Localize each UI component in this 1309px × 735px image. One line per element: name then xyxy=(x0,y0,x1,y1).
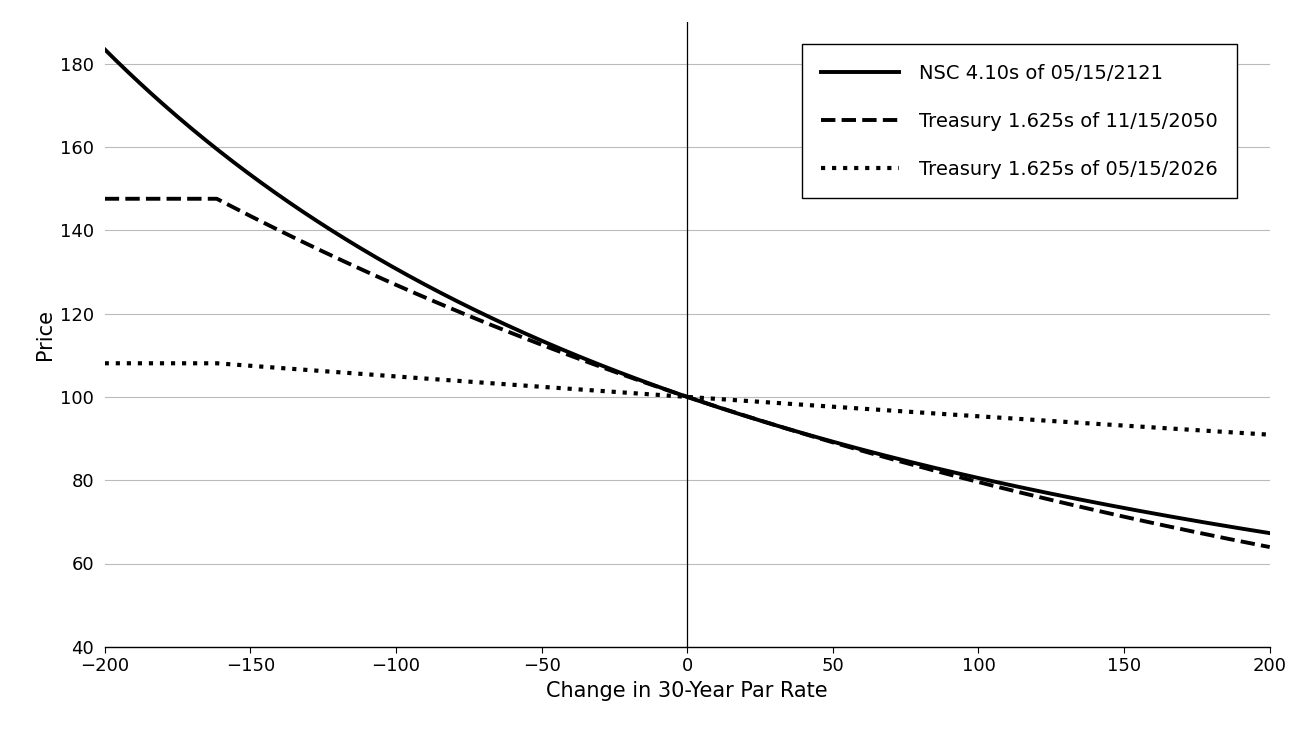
Treasury 1.625s of 11/15/2050 xyxy=(651,383,666,392)
NSC 4.10s of 05/15/2121 xyxy=(97,45,113,54)
Treasury 1.625s of 11/15/2050 xyxy=(1262,542,1278,551)
Treasury 1.625s of 05/15/2026 xyxy=(791,400,806,409)
NSC 4.10s of 05/15/2121 xyxy=(791,428,806,437)
Treasury 1.625s of 05/15/2026 xyxy=(1262,430,1278,439)
Treasury 1.625s of 11/15/2050 xyxy=(657,385,673,394)
NSC 4.10s of 05/15/2121 xyxy=(1262,528,1278,537)
Treasury 1.625s of 11/15/2050 xyxy=(728,408,744,417)
Line: NSC 4.10s of 05/15/2121: NSC 4.10s of 05/15/2121 xyxy=(105,49,1270,533)
X-axis label: Change in 30-Year Par Rate: Change in 30-Year Par Rate xyxy=(546,681,829,700)
NSC 4.10s of 05/15/2121 xyxy=(728,409,744,417)
Treasury 1.625s of 05/15/2026 xyxy=(651,390,666,399)
Treasury 1.625s of 11/15/2050 xyxy=(1234,537,1250,546)
Y-axis label: Price: Price xyxy=(34,309,55,360)
Treasury 1.625s of 05/15/2026 xyxy=(97,359,113,368)
Treasury 1.625s of 05/15/2026 xyxy=(1051,417,1067,426)
Treasury 1.625s of 05/15/2026 xyxy=(1234,429,1250,437)
NSC 4.10s of 05/15/2121 xyxy=(1234,524,1250,533)
NSC 4.10s of 05/15/2121 xyxy=(657,384,673,393)
Legend: NSC 4.10s of 05/15/2121, Treasury 1.625s of 11/15/2050, Treasury 1.625s of 05/15: NSC 4.10s of 05/15/2121, Treasury 1.625s… xyxy=(802,44,1237,198)
Treasury 1.625s of 11/15/2050 xyxy=(97,194,113,203)
Line: Treasury 1.625s of 05/15/2026: Treasury 1.625s of 05/15/2026 xyxy=(105,363,1270,434)
Treasury 1.625s of 05/15/2026 xyxy=(728,395,744,404)
Line: Treasury 1.625s of 11/15/2050: Treasury 1.625s of 11/15/2050 xyxy=(105,198,1270,547)
NSC 4.10s of 05/15/2121 xyxy=(1051,491,1067,500)
Treasury 1.625s of 11/15/2050 xyxy=(1051,498,1067,506)
NSC 4.10s of 05/15/2121 xyxy=(651,382,666,391)
Treasury 1.625s of 11/15/2050 xyxy=(791,428,806,437)
Treasury 1.625s of 05/15/2026 xyxy=(657,391,673,400)
